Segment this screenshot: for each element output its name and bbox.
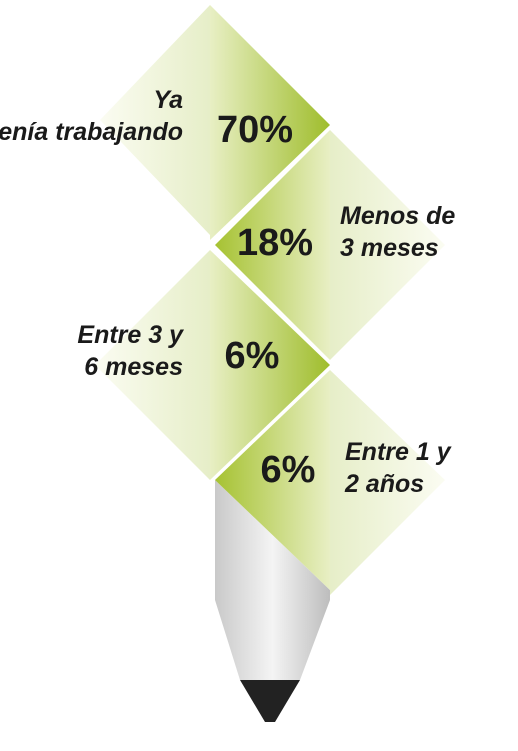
item-value: 6%	[261, 449, 316, 491]
item-label: Ya venía trabajando	[0, 86, 183, 146]
item-value: 70%	[217, 109, 293, 151]
item-value: 6%	[225, 335, 280, 377]
pencil-shape	[95, 5, 445, 722]
item-value: 18%	[237, 222, 313, 264]
item-label: Menos de 3 meses	[340, 202, 455, 262]
